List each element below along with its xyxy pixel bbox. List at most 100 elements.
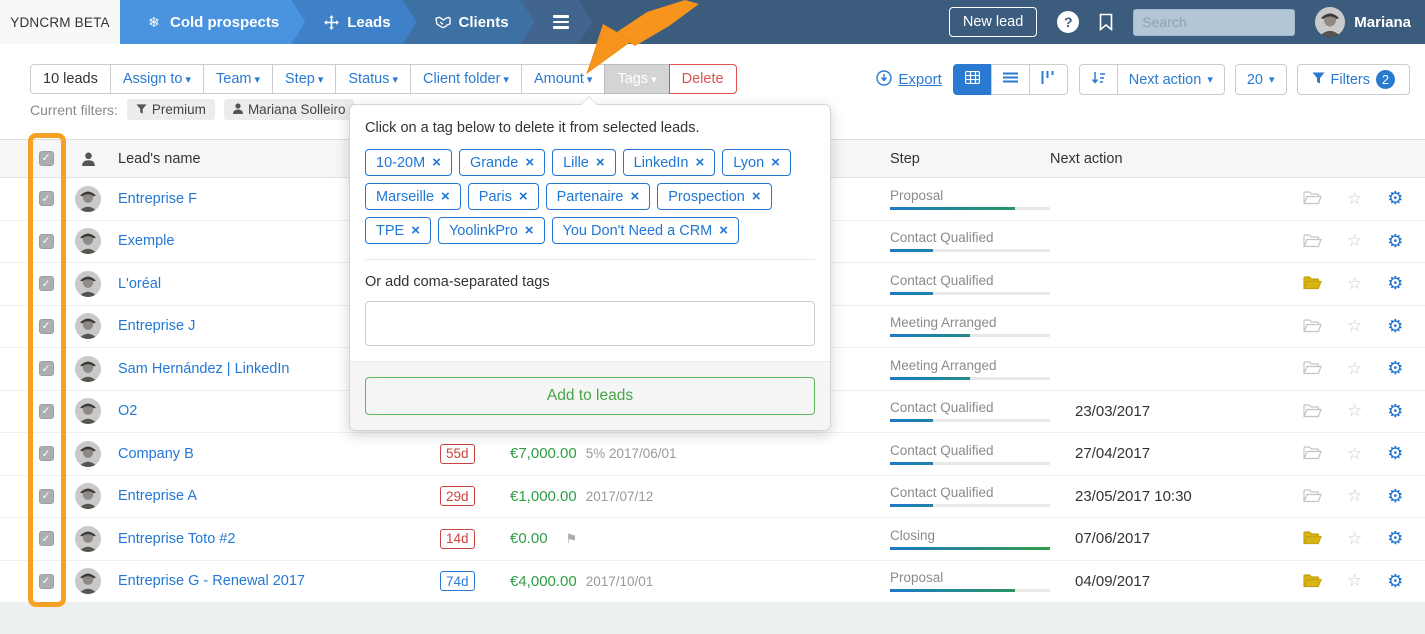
gear-icon[interactable]: ⚙ bbox=[1387, 230, 1404, 251]
gear-icon[interactable]: ⚙ bbox=[1387, 485, 1404, 506]
lead-name-link[interactable]: Company B bbox=[118, 445, 194, 462]
gear-icon[interactable]: ⚙ bbox=[1387, 570, 1404, 591]
star-icon[interactable]: ☆ bbox=[1347, 273, 1363, 293]
star-icon[interactable]: ☆ bbox=[1347, 231, 1363, 251]
tag-chip[interactable]: Lyon × bbox=[722, 149, 791, 176]
help-icon[interactable]: ? bbox=[1057, 11, 1080, 33]
tags-dropdown[interactable]: Tags ▾ bbox=[604, 64, 670, 94]
folder-icon[interactable] bbox=[1303, 489, 1322, 504]
days-badge: 74d bbox=[440, 571, 475, 592]
filter-pill-owner[interactable]: Mariana Solleiro bbox=[223, 99, 355, 120]
star-icon[interactable]: ☆ bbox=[1347, 486, 1363, 506]
table-view-button[interactable] bbox=[952, 64, 992, 95]
row-checkbox[interactable]: ✓ bbox=[38, 403, 54, 419]
folder-icon[interactable] bbox=[1303, 319, 1322, 334]
lead-name-link[interactable]: Entreprise G - Renewal 2017 bbox=[118, 573, 305, 590]
star-icon[interactable]: ☆ bbox=[1347, 316, 1363, 336]
gear-icon[interactable]: ⚙ bbox=[1387, 443, 1404, 464]
row-checkbox[interactable]: ✓ bbox=[38, 276, 54, 292]
lead-name-link[interactable]: L'oréal bbox=[118, 275, 162, 292]
lead-name-link[interactable]: Sam Hernández | LinkedIn bbox=[118, 360, 290, 377]
tag-chip[interactable]: Partenaire × bbox=[545, 183, 651, 210]
tag-chip[interactable]: Lille × bbox=[552, 149, 616, 176]
star-icon[interactable]: ☆ bbox=[1347, 358, 1363, 378]
filter-pill-premium[interactable]: Premium bbox=[126, 99, 215, 120]
star-icon[interactable]: ☆ bbox=[1347, 528, 1363, 548]
tag-chip[interactable]: Prospection × bbox=[657, 183, 772, 210]
row-checkbox[interactable]: ✓ bbox=[38, 573, 54, 589]
export-button[interactable]: Export bbox=[876, 69, 942, 90]
tag-chip[interactable]: You Don't Need a CRM × bbox=[551, 217, 740, 244]
client-folder-dropdown[interactable]: Client folder ▾ bbox=[410, 64, 522, 94]
tag-chip[interactable]: LinkedIn × bbox=[622, 149, 716, 176]
delete-button[interactable]: Delete bbox=[668, 64, 737, 94]
star-icon[interactable]: ☆ bbox=[1347, 443, 1363, 463]
folder-icon[interactable] bbox=[1303, 361, 1322, 376]
lead-name-link[interactable]: O2 bbox=[118, 403, 138, 420]
next-action-header[interactable]: Next action bbox=[1050, 150, 1123, 167]
assign-to-dropdown[interactable]: Assign to ▾ bbox=[109, 64, 205, 94]
step-label: Meeting Arranged bbox=[890, 315, 997, 331]
row-checkbox[interactable]: ✓ bbox=[38, 318, 54, 334]
tag-chip[interactable]: YoolinkPro × bbox=[437, 217, 545, 244]
gear-icon[interactable]: ⚙ bbox=[1387, 358, 1404, 379]
folder-icon[interactable] bbox=[1303, 574, 1322, 589]
row-checkbox[interactable]: ✓ bbox=[38, 531, 54, 547]
sort-direction-button[interactable] bbox=[1078, 64, 1118, 95]
lead-name-link[interactable]: Entreprise F bbox=[118, 190, 197, 207]
team-dropdown[interactable]: Team ▾ bbox=[203, 64, 274, 94]
lead-name-link[interactable]: Entreprise A bbox=[118, 488, 197, 505]
page-size-dropdown[interactable]: 20 ▾ bbox=[1234, 64, 1287, 95]
step-header[interactable]: Step bbox=[890, 150, 920, 167]
row-checkbox[interactable]: ✓ bbox=[38, 191, 54, 207]
row-checkbox[interactable]: ✓ bbox=[38, 446, 54, 462]
folder-icon[interactable] bbox=[1303, 531, 1322, 546]
lead-name-link[interactable]: Entreprise Toto #2 bbox=[118, 530, 236, 547]
lead-name-link[interactable]: Entreprise J bbox=[118, 318, 196, 335]
list-controls-toolbar: Export Next action ▾ 20 ▾ Filters 2 bbox=[876, 64, 1410, 95]
tab-cold-prospects[interactable]: ❄ Cold prospects bbox=[120, 0, 305, 44]
tag-chip[interactable]: TPE × bbox=[365, 217, 431, 244]
tag-chip[interactable]: Marseille × bbox=[365, 183, 461, 210]
user-menu[interactable]: Mariana bbox=[1315, 7, 1411, 37]
star-icon[interactable]: ☆ bbox=[1347, 401, 1363, 421]
bookmark-icon[interactable] bbox=[1099, 13, 1113, 31]
folder-icon[interactable] bbox=[1303, 446, 1322, 461]
row-checkbox[interactable]: ✓ bbox=[38, 488, 54, 504]
flag-icon: ⚑ bbox=[565, 530, 578, 546]
folder-icon[interactable] bbox=[1303, 234, 1322, 249]
tag-chip[interactable]: Paris × bbox=[467, 183, 539, 210]
new-tags-input[interactable] bbox=[365, 301, 815, 346]
select-all-checkbox[interactable]: ✓ bbox=[38, 151, 54, 166]
amount-value: €7,000.00 bbox=[510, 445, 577, 463]
gear-icon[interactable]: ⚙ bbox=[1387, 315, 1404, 336]
list-view-button[interactable] bbox=[990, 64, 1030, 95]
star-icon[interactable]: ☆ bbox=[1347, 188, 1363, 208]
amount-dropdown[interactable]: Amount ▾ bbox=[520, 64, 606, 94]
star-icon[interactable]: ☆ bbox=[1347, 571, 1363, 591]
tab-leads[interactable]: Leads bbox=[291, 0, 416, 44]
gear-icon[interactable]: ⚙ bbox=[1387, 528, 1404, 549]
tag-chip[interactable]: Grande × bbox=[458, 149, 546, 176]
folder-icon[interactable] bbox=[1303, 276, 1322, 291]
tab-clients[interactable]: Clients bbox=[403, 0, 535, 44]
step-progress-fill bbox=[890, 206, 1015, 210]
filters-button[interactable]: Filters 2 bbox=[1296, 64, 1410, 95]
add-to-leads-button[interactable]: Add to leads bbox=[365, 377, 815, 415]
gear-icon[interactable]: ⚙ bbox=[1387, 188, 1404, 209]
gear-icon[interactable]: ⚙ bbox=[1387, 400, 1404, 421]
row-checkbox[interactable]: ✓ bbox=[38, 233, 54, 249]
row-checkbox[interactable]: ✓ bbox=[38, 361, 54, 377]
new-lead-button[interactable]: New lead bbox=[948, 7, 1038, 37]
step-dropdown[interactable]: Step ▾ bbox=[272, 64, 337, 94]
tag-chip[interactable]: 10-20M × bbox=[365, 149, 452, 176]
status-dropdown[interactable]: Status ▾ bbox=[335, 64, 412, 94]
sort-by-dropdown[interactable]: Next action ▾ bbox=[1116, 64, 1225, 95]
leads-name-header[interactable]: Lead's name bbox=[118, 150, 201, 167]
pipeline-view-button[interactable] bbox=[1028, 64, 1068, 95]
search-input[interactable] bbox=[1133, 8, 1296, 36]
lead-name-link[interactable]: Exemple bbox=[118, 233, 175, 250]
folder-icon[interactable] bbox=[1303, 191, 1322, 206]
gear-icon[interactable]: ⚙ bbox=[1387, 273, 1404, 294]
folder-icon[interactable] bbox=[1303, 404, 1322, 419]
